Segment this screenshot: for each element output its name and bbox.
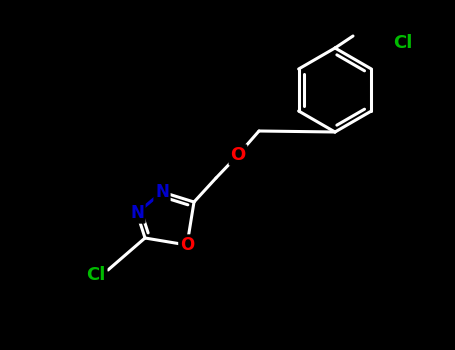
Text: O: O [230,146,246,164]
Text: Cl: Cl [393,34,413,52]
Text: O: O [180,236,194,254]
Text: N: N [155,183,169,201]
Text: Cl: Cl [86,266,106,284]
Text: N: N [130,204,144,222]
